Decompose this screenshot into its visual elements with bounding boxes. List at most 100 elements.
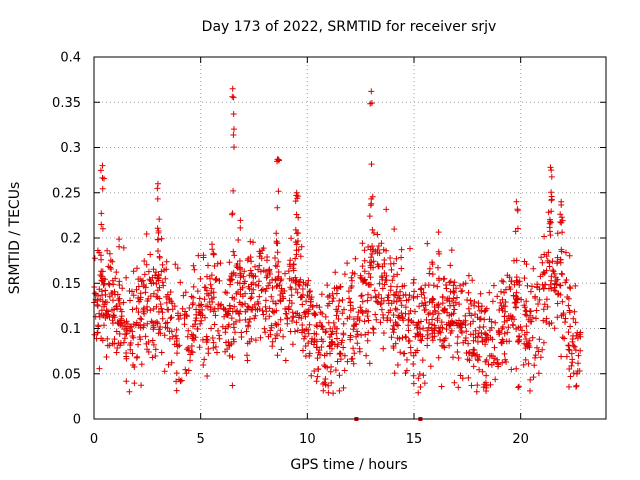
peak-point [292, 278, 299, 285]
peak-point [155, 275, 162, 282]
data-point [116, 243, 123, 250]
data-point [410, 372, 417, 379]
data-point [450, 288, 457, 295]
peak-point [275, 188, 282, 195]
y-tick-label: 0.2 [60, 232, 81, 247]
data-point [209, 246, 216, 253]
data-point [216, 277, 223, 284]
peak-point [548, 193, 555, 200]
data-point [126, 388, 133, 395]
data-point [456, 301, 463, 308]
data-point [109, 340, 116, 347]
data-point [522, 356, 529, 363]
data-point [448, 311, 455, 318]
data-point [190, 283, 197, 290]
data-point [562, 315, 569, 322]
data-point [383, 206, 390, 213]
data-point [140, 324, 147, 331]
y-axis-ticks: 0 0.05 0.1 0.15 0.2 0.25 0.3 0.35 0.4 [52, 51, 606, 428]
data-point [116, 236, 123, 243]
data-point [364, 337, 371, 344]
data-point [168, 328, 175, 335]
data-point [402, 333, 409, 340]
peak-point [154, 185, 161, 192]
data-point [235, 237, 242, 243]
data-point [250, 239, 256, 246]
data-point [347, 336, 354, 343]
data-point [340, 344, 347, 351]
data-point [394, 271, 401, 278]
data-point [529, 334, 536, 341]
data-point [262, 329, 269, 336]
peak-point [513, 257, 520, 264]
peak-point [513, 296, 520, 303]
data-point [319, 310, 326, 317]
data-point [183, 312, 190, 319]
data-point [340, 320, 347, 327]
data-point [429, 330, 436, 337]
data-point [527, 308, 534, 315]
data-point [311, 330, 318, 337]
data-point [451, 279, 458, 286]
data-point [390, 260, 397, 267]
data-point [207, 275, 213, 282]
data-point [374, 299, 381, 306]
data-point [135, 283, 142, 290]
data-point [196, 344, 203, 351]
data-point [241, 268, 248, 275]
data-point [565, 295, 572, 302]
data-point [212, 312, 219, 319]
data-point [365, 291, 371, 298]
data-point [112, 275, 119, 282]
peak-point [275, 258, 282, 265]
data-point [242, 308, 249, 315]
data-point [374, 261, 381, 268]
data-point [374, 249, 381, 256]
data-point [435, 324, 442, 331]
data-point [158, 349, 165, 356]
peak-point [99, 225, 106, 232]
data-point [302, 281, 309, 288]
data-point [358, 292, 365, 299]
data-point [179, 305, 186, 312]
data-point [266, 313, 273, 320]
data-point [133, 305, 140, 312]
data-point [158, 235, 165, 242]
peak-point [368, 161, 375, 168]
data-point [256, 278, 262, 285]
data-point [208, 285, 215, 292]
data-point [161, 368, 168, 375]
data-point [157, 301, 164, 308]
data-point [245, 323, 252, 330]
data-point [192, 334, 199, 341]
data-point [554, 230, 561, 237]
data-point [400, 317, 407, 324]
data-point [339, 297, 346, 303]
data-point [313, 322, 320, 329]
data-point [372, 311, 379, 318]
data-point [222, 348, 229, 355]
data-point [102, 299, 109, 306]
data-point [532, 293, 539, 300]
peak-point [558, 198, 565, 205]
data-point [302, 333, 309, 340]
data-point [123, 325, 130, 332]
data-point [454, 349, 461, 355]
data-point [307, 288, 314, 295]
peak-point [98, 256, 105, 263]
data-point [448, 247, 455, 254]
x-tick-label: 0 [90, 432, 98, 447]
data-point [314, 373, 321, 380]
data-point [492, 319, 499, 326]
data-point [333, 306, 340, 313]
data-point [424, 327, 431, 334]
data-point [94, 303, 101, 309]
data-point [539, 259, 546, 266]
data-point [523, 336, 529, 342]
peak-point [547, 232, 554, 239]
data-point [116, 295, 123, 302]
data-point [536, 296, 543, 303]
data-point [405, 327, 412, 334]
data-point [551, 287, 558, 294]
